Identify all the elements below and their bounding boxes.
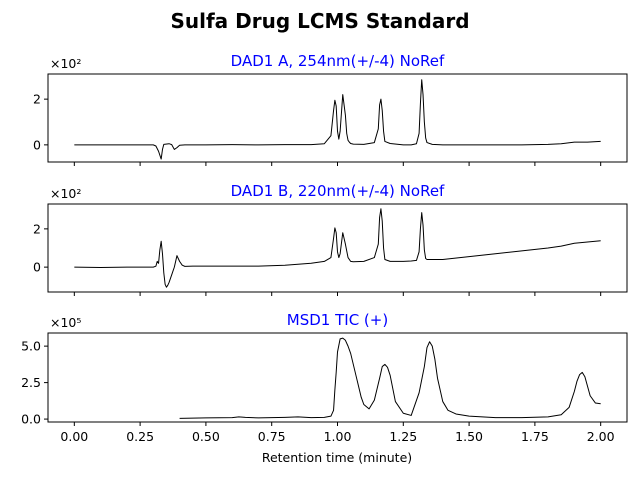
panel-dad1-b: DAD1 B, 220nm(+/-4) NoRef ×10² 0 2 [33,182,628,296]
x-tick-label: 1.25 [389,429,417,444]
x-tick-label: 1.00 [324,429,352,444]
y-tick-label: 0 [33,260,41,275]
panel-title: MSD1 TIC (+) [287,311,388,329]
series-line [74,79,601,160]
x-tick-label: 0.75 [258,429,286,444]
x-tick-label: 2.00 [587,429,615,444]
series-line [74,208,601,288]
y-tick-label: 2 [33,92,41,107]
panel-dad1-a: DAD1 A, 254nm(+/-4) NoRef ×10² 0 2 [33,52,628,166]
y-tick-label: 0.0 [21,412,41,427]
x-axis-label: Retention time (minute) [262,450,412,465]
plot-frame [47,73,628,163]
axis-multiplier: ×10² [50,186,81,201]
x-tick-label: 0.25 [126,429,154,444]
panel-title: DAD1 A, 254nm(+/-4) NoRef [231,52,445,70]
x-tick-label: 1.50 [455,429,483,444]
x-tick-label: 0.00 [60,429,88,444]
series-line [179,337,601,419]
y-tick-label: 2 [33,221,41,236]
axis-multiplier: ×10⁵ [50,315,81,330]
panel-title: DAD1 B, 220nm(+/-4) NoRef [231,182,445,200]
x-tick-label: 1.75 [521,429,549,444]
x-tick-label: 0.50 [192,429,220,444]
figure-title: Sulfa Drug LCMS Standard [170,9,469,33]
y-tick-label: 0 [33,137,41,152]
panel-msd1-tic: MSD1 TIC (+) ×10⁵ 0.0 2.5 5.0 0.00 0.25 0.50 0.7… [21,311,628,444]
plot-frame [47,332,628,423]
y-tick-label: 2.5 [21,375,41,390]
y-tick-label: 5.0 [21,339,41,354]
axis-multiplier: ×10² [50,56,81,71]
